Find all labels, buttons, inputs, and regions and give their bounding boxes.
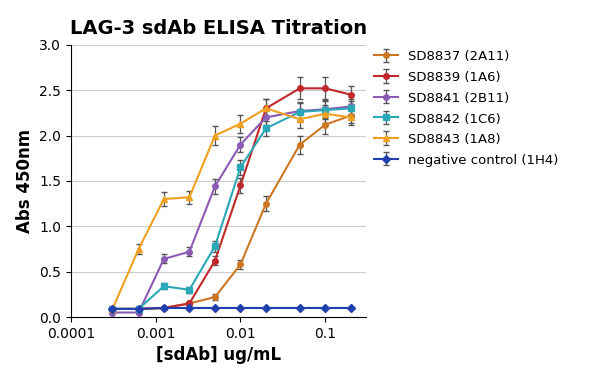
Y-axis label: Abs 450nm: Abs 450nm <box>15 129 34 233</box>
Legend: SD8837 (2A11), SD8839 (1A6), SD8841 (2B11), SD8842 (1C6), SD8843 (1A8), negative: SD8837 (2A11), SD8839 (1A6), SD8841 (2B1… <box>369 45 564 172</box>
X-axis label: [sdAb] ug/mL: [sdAb] ug/mL <box>156 346 281 364</box>
Title: LAG-3 sdAb ELISA Titration: LAG-3 sdAb ELISA Titration <box>70 19 367 38</box>
